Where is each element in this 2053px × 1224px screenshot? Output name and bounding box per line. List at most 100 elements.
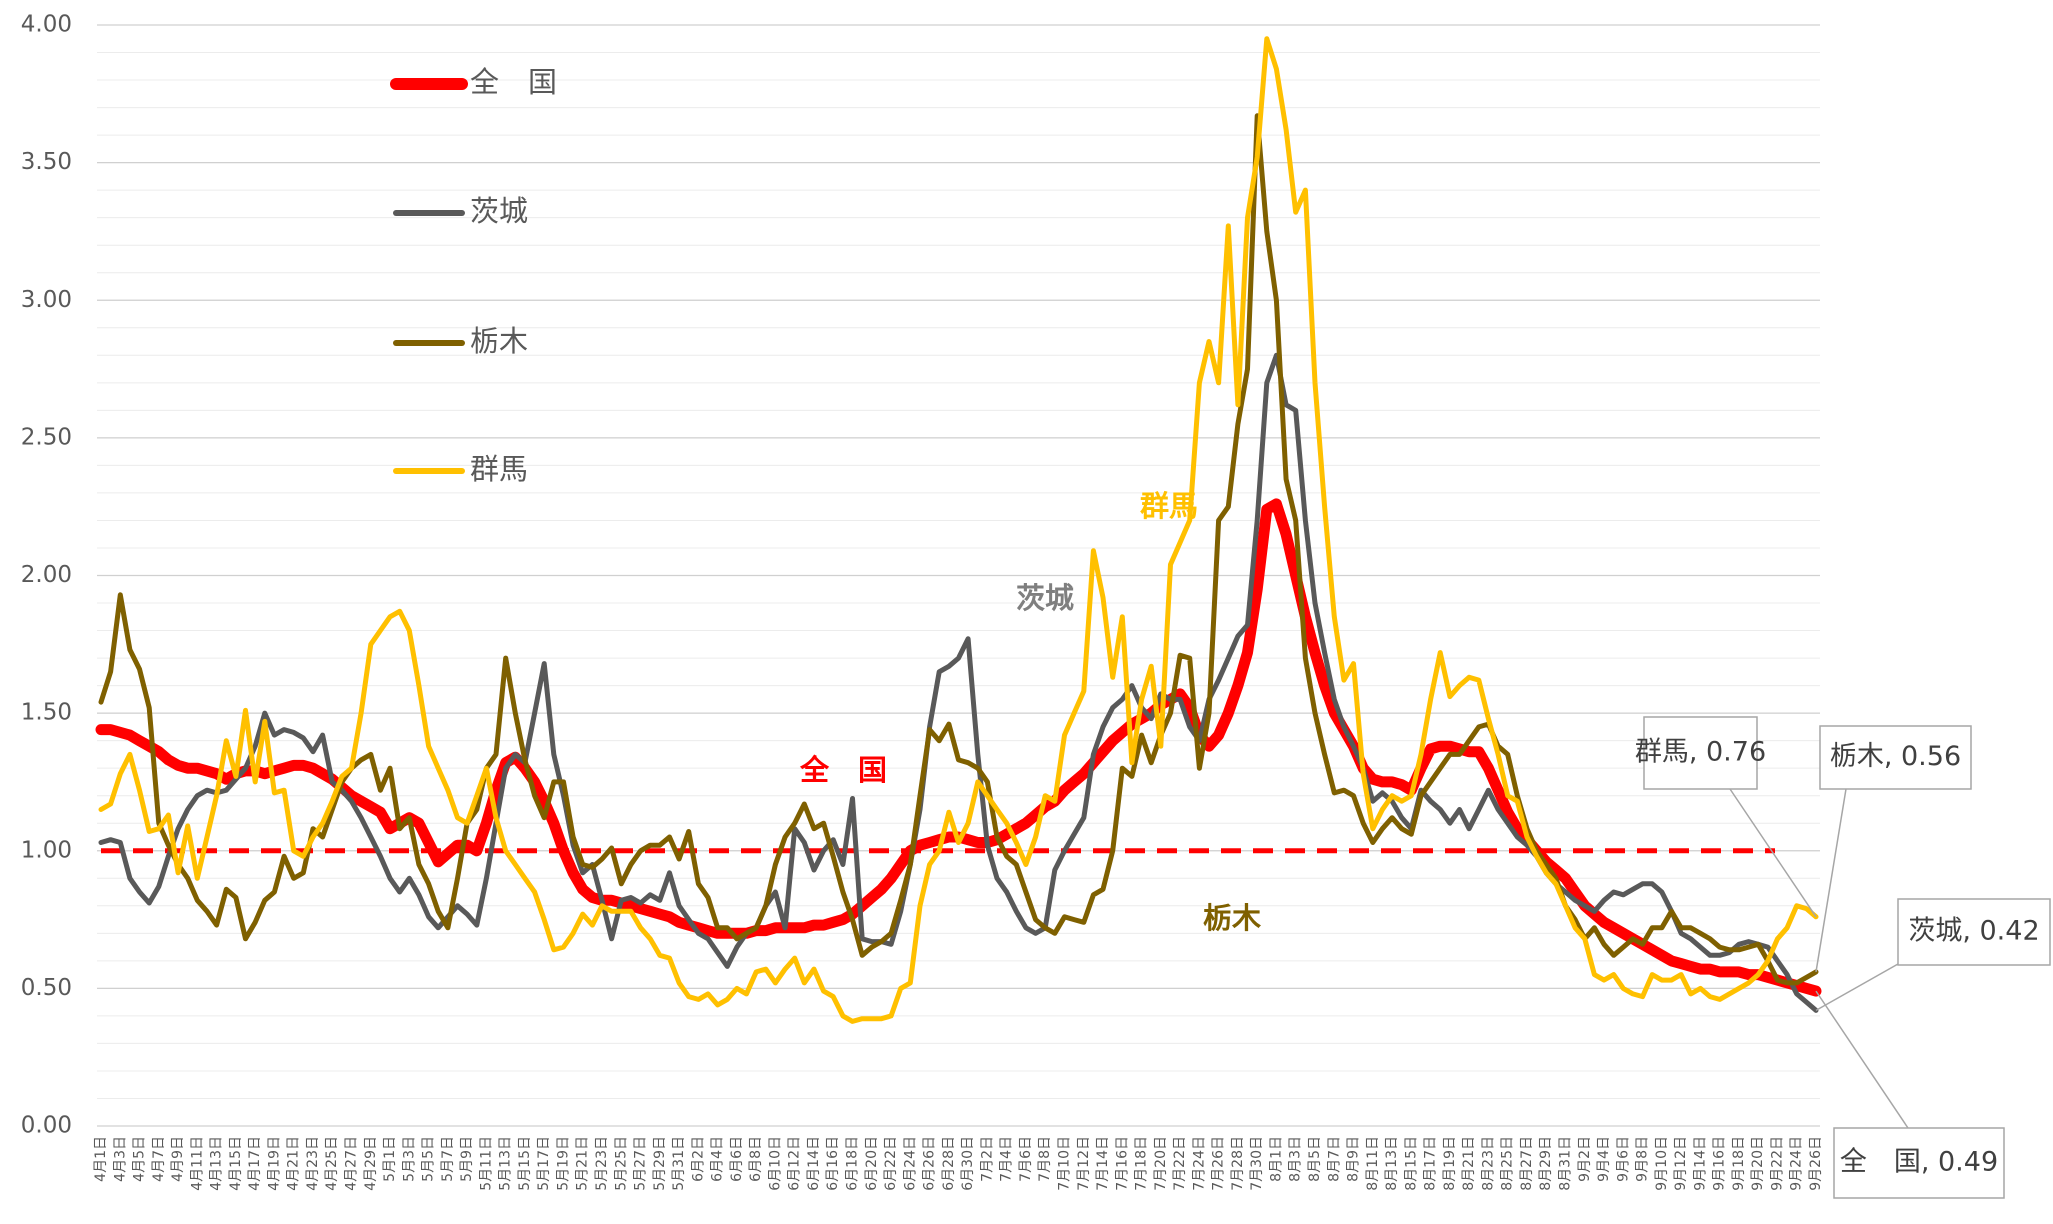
x-tick-label: 9月14日 xyxy=(1692,1136,1708,1191)
x-tick-label: 6月26日 xyxy=(922,1136,938,1191)
y-tick-label: 4.00 xyxy=(21,12,72,38)
x-tick-label: 7月4日 xyxy=(999,1136,1015,1182)
x-tick-label: 7月12日 xyxy=(1076,1136,1092,1191)
x-tick-label: 6月8日 xyxy=(748,1136,764,1182)
x-tick-label: 8月17日 xyxy=(1423,1136,1439,1191)
x-tick-label: 5月13日 xyxy=(498,1136,514,1191)
x-tick-label: 6月24日 xyxy=(902,1136,918,1191)
callout-label: 群馬, 0.76 xyxy=(1635,737,1766,768)
legend-label: 栃木 xyxy=(470,324,528,358)
x-tick-label: 5月31日 xyxy=(671,1136,687,1191)
x-tick-label: 8月13日 xyxy=(1384,1136,1400,1191)
y-tick-label: 1.00 xyxy=(21,837,72,863)
annotation: 栃木 xyxy=(1203,901,1261,935)
series-line xyxy=(98,113,1819,986)
callout-leader xyxy=(1815,963,1899,1012)
x-tick-label: 4月27日 xyxy=(344,1136,360,1191)
y-tick-label: 2.50 xyxy=(21,424,72,450)
x-tick-label: 7月24日 xyxy=(1191,1136,1207,1191)
x-tick-label: 8月1日 xyxy=(1268,1136,1284,1182)
x-tick-label: 9月8日 xyxy=(1635,1136,1651,1182)
x-tick-label: 5月29日 xyxy=(652,1136,668,1191)
x-tick-label: 4月29日 xyxy=(363,1136,379,1191)
x-tick-label: 5月17日 xyxy=(536,1136,552,1191)
x-tick-label: 7月20日 xyxy=(1153,1136,1169,1191)
y-tick-label: 1.50 xyxy=(21,700,72,726)
legend-label: 茨城 xyxy=(470,194,528,228)
annotation: 茨城 xyxy=(1016,581,1074,615)
x-tick-label: 6月6日 xyxy=(729,1136,745,1182)
x-tick-label: 6月18日 xyxy=(845,1136,861,1191)
x-tick-label: 6月16日 xyxy=(825,1136,841,1191)
callout-box xyxy=(1897,898,2051,966)
y-tick-label: 2.00 xyxy=(21,562,72,588)
x-tick-label: 7月2日 xyxy=(979,1136,995,1182)
x-tick-label: 8月21日 xyxy=(1461,1136,1477,1191)
x-tick-label: 9月26日 xyxy=(1808,1136,1824,1191)
x-tick-label: 6月10日 xyxy=(767,1136,783,1191)
x-tick-label: 5月19日 xyxy=(555,1136,571,1191)
x-tick-label: 9月4日 xyxy=(1596,1136,1612,1182)
x-tick-label: 6月30日 xyxy=(960,1136,976,1191)
x-tick-label: 8月9日 xyxy=(1346,1136,1362,1182)
annotation: 全 国 xyxy=(799,753,887,787)
x-tick-label: 5月1日 xyxy=(382,1136,398,1182)
series-line xyxy=(98,36,1819,1024)
x-tick-label: 7月26日 xyxy=(1211,1136,1227,1191)
x-tick-label: 9月20日 xyxy=(1750,1136,1766,1191)
x-tick-label: 4月1日 xyxy=(93,1136,109,1182)
x-tick-label: 9月10日 xyxy=(1654,1136,1670,1191)
series-line xyxy=(95,498,1822,997)
x-tick-label: 5月15日 xyxy=(517,1136,533,1191)
x-tick-label: 7月14日 xyxy=(1095,1136,1111,1191)
callout-label: 栃木, 0.56 xyxy=(1830,741,1961,772)
x-tick-label: 9月18日 xyxy=(1731,1136,1747,1191)
x-tick-label: 4月19日 xyxy=(266,1136,282,1191)
callout-leader xyxy=(1729,788,1817,918)
x-tick-label: 5月27日 xyxy=(633,1136,649,1191)
x-tick-label: 5月3日 xyxy=(401,1136,417,1182)
x-tick-label: 7月30日 xyxy=(1249,1136,1265,1191)
x-tick-label: 8月31日 xyxy=(1557,1136,1573,1191)
x-tick-label: 7月16日 xyxy=(1114,1136,1130,1191)
callout-box xyxy=(1833,1127,2005,1199)
x-tick-label: 7月18日 xyxy=(1134,1136,1150,1191)
x-tick-label: 5月5日 xyxy=(421,1136,437,1182)
x-tick-label: 6月14日 xyxy=(806,1136,822,1191)
x-tick-label: 6月28日 xyxy=(941,1136,957,1191)
x-tick-label: 4月25日 xyxy=(324,1136,340,1191)
x-tick-label: 7月8日 xyxy=(1037,1136,1053,1182)
x-tick-label: 8月27日 xyxy=(1519,1136,1535,1191)
x-tick-label: 4月9日 xyxy=(170,1136,186,1182)
x-tick-label: 7月10日 xyxy=(1056,1136,1072,1191)
annotation: 群馬 xyxy=(1140,489,1198,523)
x-tick-label: 6月4日 xyxy=(710,1136,726,1182)
x-tick-label: 8月23日 xyxy=(1480,1136,1496,1191)
x-tick-label: 7月6日 xyxy=(1018,1136,1034,1182)
x-tick-label: 8月19日 xyxy=(1442,1136,1458,1191)
x-tick-label: 5月11日 xyxy=(478,1136,494,1191)
x-tick-label: 4月3日 xyxy=(112,1136,128,1182)
x-tick-label: 9月12日 xyxy=(1673,1136,1689,1191)
x-tick-label: 8月11日 xyxy=(1365,1136,1381,1191)
series-line xyxy=(98,352,1819,1013)
x-tick-label: 9月24日 xyxy=(1789,1136,1805,1191)
x-tick-label: 8月25日 xyxy=(1500,1136,1516,1191)
x-tick-label: 4月15日 xyxy=(228,1136,244,1191)
callout-label: 全 国, 0.49 xyxy=(1840,1147,1998,1178)
x-tick-label: 8月29日 xyxy=(1538,1136,1554,1191)
callout-box xyxy=(1643,716,1758,790)
x-tick-label: 6月20日 xyxy=(864,1136,880,1191)
legend-label: 群馬 xyxy=(470,452,528,486)
x-tick-label: 4月13日 xyxy=(209,1136,225,1191)
x-tick-label: 4月7日 xyxy=(151,1136,167,1182)
x-tick-label: 9月2日 xyxy=(1577,1136,1593,1182)
x-tick-label: 9月22日 xyxy=(1769,1136,1785,1191)
y-tick-label: 3.50 xyxy=(21,149,72,175)
x-tick-label: 8月3日 xyxy=(1288,1136,1304,1182)
callout-leader xyxy=(1815,990,1909,1129)
x-tick-label: 5月23日 xyxy=(594,1136,610,1191)
x-tick-label: 6月2日 xyxy=(690,1136,706,1182)
x-tick-label: 4月17日 xyxy=(247,1136,263,1191)
